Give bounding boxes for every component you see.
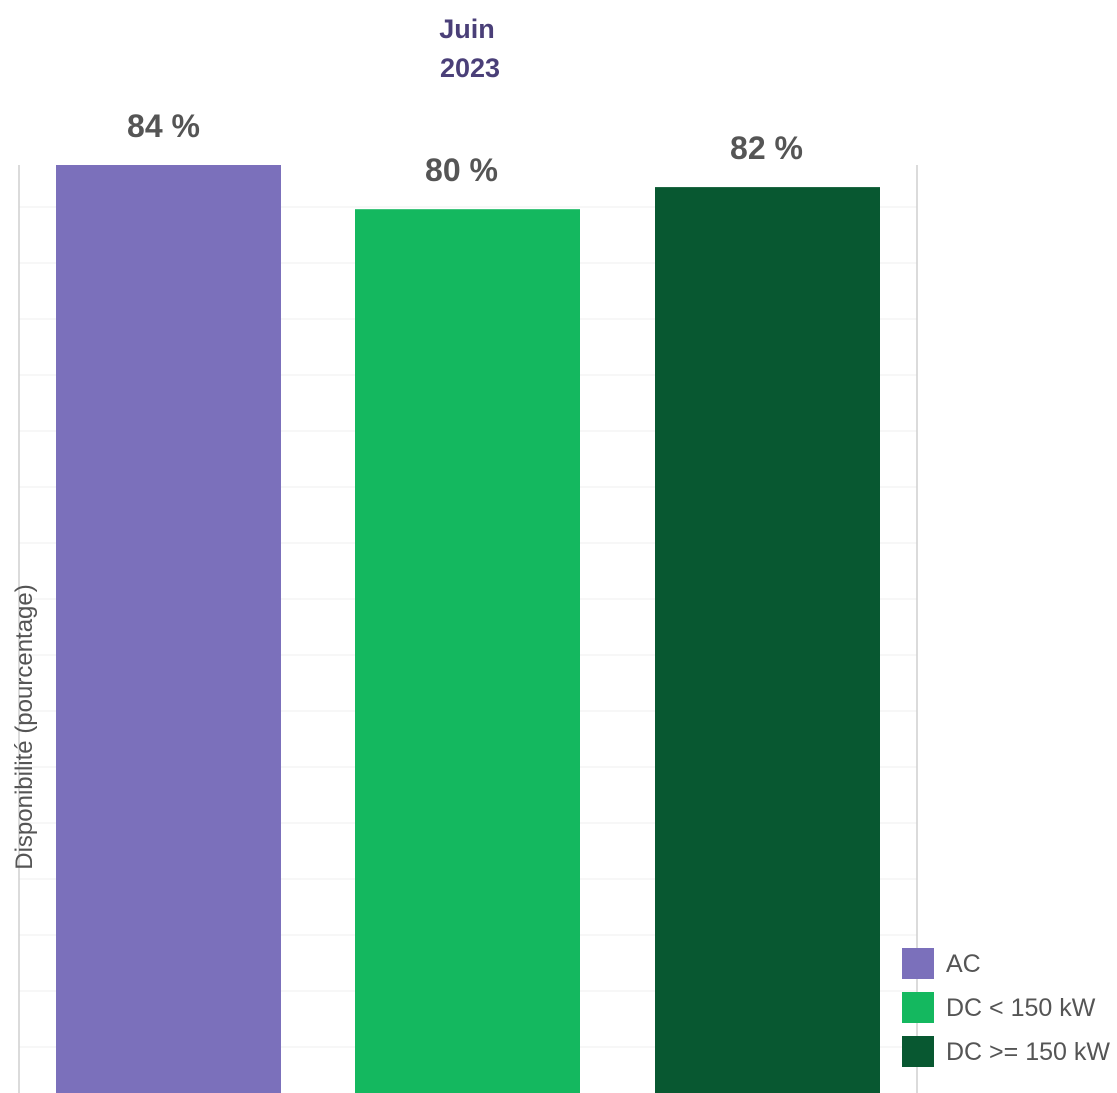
- bar-3: [655, 187, 880, 1093]
- bar-1: [56, 165, 281, 1093]
- value-label-3: 82 %: [730, 130, 803, 166]
- chart-title-line1: Juin: [439, 14, 495, 44]
- y-axis-label: Disponibilité (pourcentage): [11, 584, 38, 870]
- chart-title-line2: 2023: [440, 53, 500, 83]
- legend-swatch-2: [902, 992, 934, 1023]
- legend: AC DC < 150 kW DC >= 150 kW: [902, 948, 1110, 1067]
- bars: [56, 165, 880, 1093]
- legend-label-1: AC: [946, 950, 981, 978]
- value-labels: 84 % 80 % 82 %: [127, 108, 803, 188]
- bar-2: [355, 209, 580, 1093]
- legend-label-3: DC >= 150 kW: [946, 1038, 1110, 1066]
- value-label-1: 84 %: [127, 108, 200, 144]
- value-label-2: 80 %: [425, 152, 498, 188]
- legend-swatch-3: [902, 1036, 934, 1067]
- legend-swatch-1: [902, 948, 934, 979]
- legend-label-2: DC < 150 kW: [946, 994, 1096, 1022]
